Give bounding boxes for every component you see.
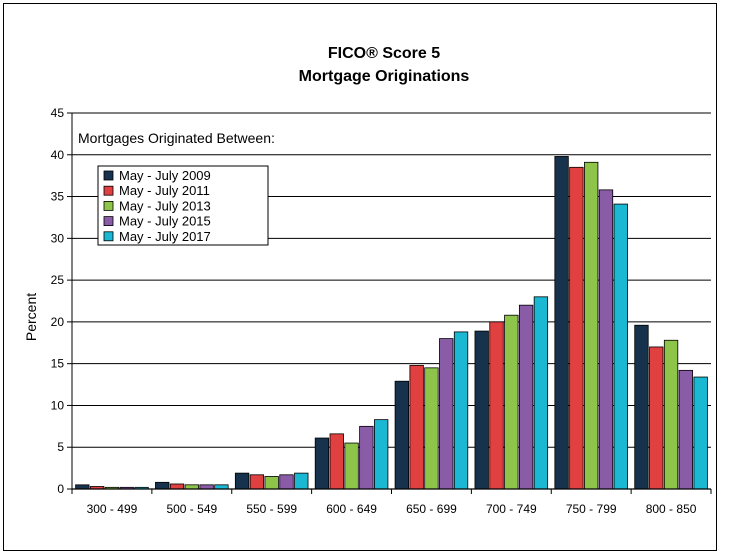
bar (424, 367, 439, 490)
legend-label: May - July 2011 (119, 183, 210, 198)
bar (169, 483, 185, 490)
bar (598, 189, 614, 490)
legend-label: May - July 2015 (119, 214, 211, 229)
bar (453, 331, 469, 490)
chart-annotation: Mortgages Originated Between: (78, 130, 275, 146)
y-tick-label: 20 (51, 315, 65, 329)
x-tick-label: 600 - 649 (326, 502, 377, 516)
x-tick-label: 500 - 549 (166, 502, 217, 516)
legend-swatch (103, 216, 114, 227)
legend-label: May - July 2017 (119, 229, 211, 244)
bar (329, 433, 344, 490)
y-tick-labels: 0 5 10 15 20 25 30 35 40 45 (51, 106, 65, 496)
bar (584, 161, 599, 490)
bar (439, 338, 454, 490)
bar (474, 330, 489, 490)
y-axis-label: Percent (23, 293, 39, 341)
chart-subtitle: Mortgage Originations (299, 68, 470, 85)
x-tick-label: 550 - 599 (246, 502, 297, 516)
x-tick-label: 700 - 749 (486, 502, 537, 516)
bar (214, 484, 229, 490)
y-tick-label: 35 (51, 190, 65, 204)
bar (554, 156, 569, 490)
y-tick-label: 30 (51, 231, 65, 245)
legend-label: May - July 2009 (119, 168, 211, 183)
bar (264, 476, 279, 490)
bar (678, 369, 694, 490)
bar (344, 442, 359, 490)
legend-swatch (103, 170, 114, 181)
bar (394, 380, 409, 490)
bar (663, 339, 679, 490)
bar (75, 484, 90, 490)
chart-svg: FICO® Score 5 Mortgage Originations Perc… (23, 45, 712, 516)
legend-swatch (103, 231, 114, 242)
bar (489, 321, 504, 490)
bar (359, 425, 374, 490)
chart-title: FICO® Score 5 (328, 45, 440, 62)
legend-box (97, 165, 269, 246)
bar (199, 484, 214, 490)
bar (374, 419, 389, 490)
y-tick-label: 0 (57, 482, 64, 496)
bar (613, 203, 628, 490)
bar (569, 166, 584, 490)
x-tick-label: 800 - 850 (646, 502, 697, 516)
legend-label: May - July 2013 (119, 198, 211, 213)
axes (71, 113, 712, 494)
bar (249, 474, 265, 490)
bar (279, 474, 294, 490)
bar (693, 376, 708, 490)
chart-frame: FICO® Score 5 Mortgage Originations Perc… (3, 3, 717, 551)
bars (75, 156, 708, 490)
y-tick-label: 40 (51, 148, 65, 162)
x-tick-label: 750 - 799 (566, 502, 617, 516)
legend-swatch (103, 200, 114, 211)
y-tick-label: 5 (57, 440, 64, 454)
bar (314, 437, 330, 490)
bar (184, 484, 199, 490)
y-tick-label: 45 (51, 106, 65, 120)
x-tick-label: 650 - 699 (406, 502, 457, 516)
x-tick-labels: 300 - 499 500 - 549 550 - 599 600 - 649 650 … (87, 502, 697, 516)
legend-swatch (103, 185, 114, 196)
bar (634, 324, 649, 490)
bar (649, 346, 664, 490)
bar (518, 304, 534, 490)
x-tick-label: 300 - 499 (87, 502, 138, 516)
bar (504, 314, 519, 490)
bar (533, 296, 549, 490)
y-tick-label: 15 (51, 357, 65, 371)
bar (155, 481, 170, 490)
y-tick-label: 10 (51, 398, 65, 412)
bar (294, 472, 309, 490)
bar (409, 364, 424, 490)
y-tick-label: 25 (51, 273, 65, 287)
bar (234, 472, 250, 490)
